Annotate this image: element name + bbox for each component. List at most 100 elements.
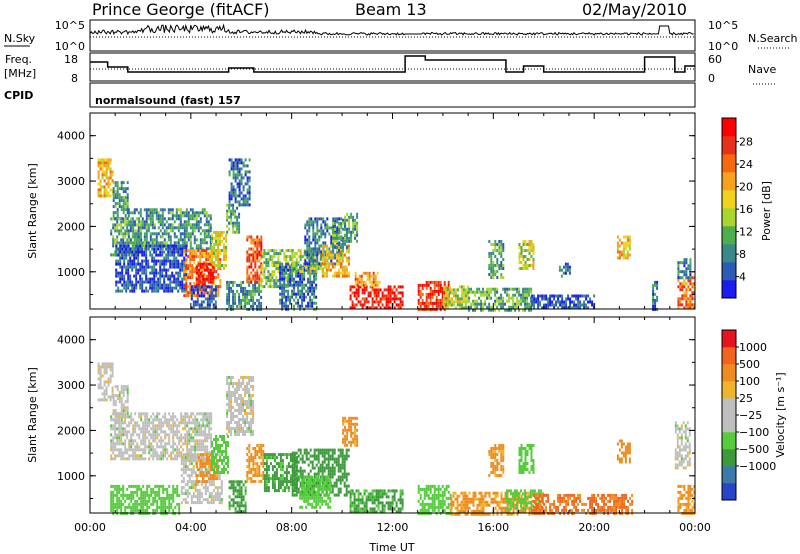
heatmap-cell (585, 303, 588, 307)
heatmap-cell (109, 170, 112, 174)
heatmap-cell (121, 274, 124, 278)
heatmap-cell (193, 267, 196, 271)
heatmap-cell (127, 274, 130, 278)
heatmap-cell (196, 442, 199, 446)
heatmap-cell (182, 486, 185, 490)
heatmap-cell (687, 303, 690, 307)
heatmap-cell (159, 247, 162, 251)
heatmap-cell (159, 235, 162, 239)
heatmap-cell (689, 276, 692, 280)
heatmap-cell (331, 262, 334, 266)
heatmap-cell (263, 270, 266, 274)
heatmap-cell (520, 267, 523, 270)
heatmap-cell (232, 304, 235, 308)
heatmap-cell (203, 453, 206, 457)
heatmap-cell (173, 235, 176, 239)
heatmap-cell (299, 265, 302, 269)
heatmap-cell (143, 268, 146, 272)
heatmap-cell (169, 208, 172, 212)
heatmap-cell (192, 300, 195, 304)
heatmap-cell (357, 288, 360, 292)
heatmap-cell (183, 261, 186, 265)
heatmap-cell (685, 258, 688, 262)
heatmap-cell (232, 209, 235, 213)
heatmap-cell (341, 265, 344, 269)
heatmap-cell (180, 456, 183, 460)
heatmap-cell (97, 176, 100, 180)
heatmap-cell (201, 211, 204, 215)
heatmap-cell (246, 271, 249, 275)
heatmap-cell (177, 229, 180, 233)
heatmap-cell (496, 299, 499, 303)
heatmap-cell (504, 287, 507, 291)
heatmap-cell (271, 258, 274, 262)
heatmap-cell (685, 273, 688, 277)
heatmap-cell (178, 454, 181, 458)
heatmap-cell (112, 199, 115, 203)
heatmap-cell (135, 253, 138, 257)
heatmap-cell (116, 421, 119, 425)
heatmap-cell (138, 508, 141, 512)
heatmap-cell (114, 505, 117, 509)
heatmap-cell (121, 256, 124, 260)
heatmap-cell (199, 288, 202, 292)
heatmap-cell (444, 288, 447, 292)
heatmap-cell (589, 300, 592, 304)
heatmap-cell (281, 292, 284, 296)
heatmap-cell (331, 274, 334, 278)
heatmap-cell (128, 448, 131, 452)
heatmap-cell (265, 282, 268, 286)
heatmap-cell (327, 250, 330, 254)
heatmap-cell (151, 247, 154, 251)
heatmap-cell (228, 221, 231, 225)
heatmap-cell (299, 271, 302, 275)
heatmap-cell (314, 259, 317, 263)
heatmap-cell (236, 304, 239, 308)
heatmap-cell (169, 211, 172, 215)
heatmap-cell (156, 427, 159, 431)
heatmap-cell (111, 386, 114, 390)
heatmap-cell (183, 267, 186, 271)
heatmap-cell (121, 247, 124, 251)
heatmap-cell (306, 241, 309, 245)
heatmap-cell (136, 487, 139, 491)
heatmap-cell (186, 433, 189, 437)
heatmap-cell (486, 287, 489, 291)
heatmap-cell (476, 302, 479, 306)
heatmap-cell (122, 421, 125, 425)
heatmap-cell (679, 276, 682, 280)
heatmap-cell (334, 217, 337, 221)
heatmap-cell (200, 306, 203, 310)
heatmap-cell (124, 196, 127, 200)
heatmap-cell (279, 286, 282, 290)
heatmap-cell (312, 229, 315, 233)
heatmap-cell (480, 305, 483, 309)
heatmap-cell (228, 304, 231, 308)
heatmap-cell (357, 291, 360, 295)
heatmap-cell (137, 223, 140, 227)
heatmap-cell (198, 495, 201, 499)
heatmap-cell (321, 268, 324, 272)
heatmap-cell (177, 217, 180, 221)
heatmap-cell (524, 240, 527, 243)
heatmap-cell (226, 283, 229, 287)
heatmap-cell (99, 191, 102, 195)
heatmap-cell (217, 285, 220, 289)
heatmap-cell (624, 235, 627, 239)
heatmap-cell (464, 288, 467, 292)
heatmap-cell (303, 283, 306, 287)
heatmap-cell (126, 223, 129, 227)
heatmap-cell (238, 203, 241, 207)
heatmap-cell (308, 262, 311, 266)
heatmap-cell (528, 305, 531, 309)
heatmap-cell (620, 241, 623, 245)
heatmap-cell (273, 282, 276, 286)
heatmap-cell (210, 300, 213, 304)
heatmap-cell (196, 489, 199, 493)
heatmap-cell (201, 273, 204, 277)
heatmap-cell (169, 226, 172, 230)
heatmap-cell (223, 459, 225, 462)
heatmap-cell (112, 493, 115, 497)
heatmap-cell (316, 232, 319, 236)
heatmap-cell (238, 185, 241, 189)
